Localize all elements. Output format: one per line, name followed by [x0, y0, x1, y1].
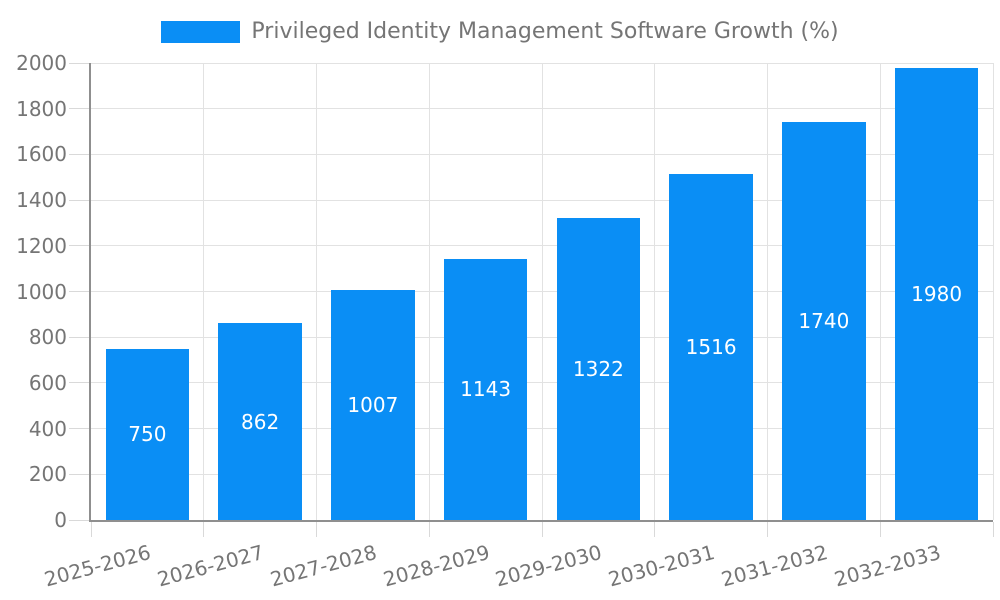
x-axis-category-label: 2027-2028: [267, 540, 380, 592]
y-axis-tick-label: 1000: [16, 279, 67, 304]
bar-2031-2032: 1740: [782, 122, 866, 520]
y-axis-tick: [69, 199, 89, 201]
y-axis-tick: [69, 245, 89, 247]
bar-2026-2027: 862: [218, 323, 302, 520]
gridline-vertical: [879, 63, 881, 520]
bar-value-label: 1740: [798, 309, 850, 334]
x-axis-category-label: 2026-2027: [154, 540, 267, 592]
x-axis-tick: [879, 522, 881, 537]
bar-2027-2028: 1007: [331, 289, 415, 520]
x-axis-tick: [90, 522, 92, 537]
x-axis-category-label: 2029-2030: [493, 540, 605, 592]
y-axis-tick-label: 800: [28, 325, 67, 350]
y-axis-tick-label: 1200: [16, 233, 67, 258]
gridline-vertical: [541, 63, 543, 520]
bar-value-label: 1516: [685, 334, 737, 359]
x-axis-tick: [428, 522, 430, 537]
y-axis-tick: [69, 153, 89, 155]
x-axis-tick: [203, 522, 205, 537]
gridline-vertical: [992, 63, 994, 520]
legend: Privileged Identity Management Software …: [0, 19, 1000, 45]
x-axis-tick: [767, 522, 768, 537]
x-axis-category-label: 2031-2032: [718, 540, 831, 592]
y-axis-tick-label: 600: [28, 370, 67, 395]
bar-2029-2030: 1322: [556, 217, 641, 520]
bar-value-label: 1322: [572, 356, 624, 381]
x-axis-category-label: 2032-2033: [831, 540, 943, 592]
bar-value-label: 1980: [911, 281, 963, 306]
gridline-vertical: [428, 63, 430, 520]
y-axis-tick: [69, 519, 89, 521]
y-axis-tick: [69, 382, 89, 384]
y-axis-tick: [69, 428, 89, 430]
gridline-vertical: [767, 63, 768, 520]
y-axis-tick-label: 2000: [16, 51, 67, 75]
legend-item[interactable]: Privileged Identity Management Software …: [161, 19, 839, 45]
bar-2028-2029: 1143: [443, 258, 528, 520]
y-axis-tick: [69, 336, 89, 338]
bar-2030-2031: 1516: [669, 173, 753, 520]
y-axis-tick: [69, 473, 89, 475]
x-axis-category-label: 2025-2026: [42, 540, 154, 592]
legend-label: Privileged Identity Management Software …: [251, 19, 839, 44]
x-axis-category-label: 2030-2031: [605, 540, 718, 592]
gridline-vertical: [654, 63, 656, 520]
legend-color-swatch: [161, 21, 241, 43]
bar-2032-2033: 1980: [894, 67, 979, 520]
y-axis-tick-label: 1400: [16, 188, 67, 213]
y-axis-tick: [69, 108, 89, 110]
bar-value-label: 750: [128, 422, 167, 447]
gridline-vertical: [203, 63, 205, 520]
x-axis-tick: [316, 522, 317, 537]
y-axis-tick-label: 0: [54, 508, 67, 532]
y-axis-tick-label: 1600: [16, 142, 67, 167]
y-axis-tick: [69, 291, 89, 292]
x-axis-tick: [654, 522, 656, 537]
x-axis-category-label: 2028-2029: [380, 540, 492, 592]
x-axis-tick: [541, 522, 543, 537]
plot-area: 0 200 400 600 800 1000 1200 1400 1600 1800 2000 750…: [16, 51, 994, 591]
bar-value-label: 1143: [460, 377, 512, 402]
y-axis-tick: [69, 62, 89, 64]
y-axis-tick-label: 400: [28, 416, 67, 441]
y-axis-tick-label: 1800: [16, 96, 67, 121]
bar-value-label: 1007: [347, 392, 399, 417]
gridline-vertical: [316, 63, 317, 520]
bar-value-label: 862: [241, 409, 280, 434]
y-axis-tick-label: 200: [28, 462, 67, 487]
bar-2025-2026: 750: [105, 348, 190, 520]
x-axis-tick: [992, 522, 994, 537]
